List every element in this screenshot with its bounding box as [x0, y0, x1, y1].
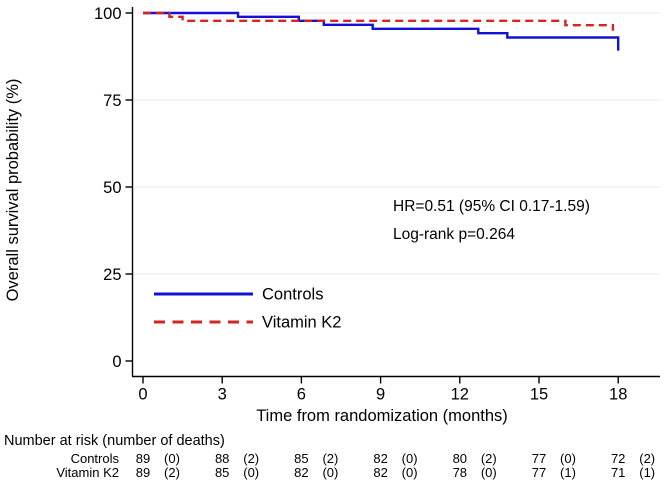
y-tick-label-50: 50	[103, 179, 121, 197]
deaths-0-1: (2)	[243, 451, 259, 466]
x-tick-label-15: 15	[530, 386, 548, 404]
curve-vitamin-k2	[143, 11, 615, 31]
hr-annotation: HR=0.51 (95% CI 0.17-1.59)	[393, 198, 590, 215]
at-risk-1-3: 82	[373, 465, 387, 480]
deaths-1-6: (1)	[639, 465, 655, 480]
at-risk-0-6: 72	[611, 451, 625, 466]
logrank-annotation: Log-rank p=0.264	[393, 226, 515, 243]
deaths-1-1: (0)	[243, 465, 259, 480]
deaths-1-5: (1)	[560, 465, 576, 480]
y-axis-label: Overall survival probability (%)	[4, 79, 22, 302]
at-risk-0-0: 89	[136, 451, 150, 466]
risk-table-header: Number at risk (number of deaths)	[4, 433, 225, 449]
y-axis-ticks: 0 25 50 75 100	[94, 5, 133, 371]
survival-curves	[143, 11, 620, 51]
stats-annotation: HR=0.51 (95% CI 0.17-1.59) Log-rank p=0.…	[393, 198, 590, 243]
risk-table: Number at risk (number of deaths) Contro…	[4, 433, 655, 480]
at-risk-1-5: 77	[532, 465, 546, 480]
x-axis-ticks: 0 3 6 9 12 15 18	[138, 376, 627, 404]
legend: Controls Vitamin K2	[154, 286, 342, 332]
x-tick-label-6: 6	[297, 386, 306, 404]
at-risk-1-2: 82	[294, 465, 308, 480]
at-risk-1-1: 85	[215, 465, 229, 480]
x-tick-label-3: 3	[218, 386, 227, 404]
x-axis-label: Time from randomization (months)	[256, 407, 508, 425]
deaths-0-0: (0)	[164, 451, 180, 466]
deaths-1-2: (0)	[322, 465, 338, 480]
deaths-1-3: (0)	[402, 465, 418, 480]
at-risk-0-3: 82	[373, 451, 387, 466]
y-tick-label-75: 75	[103, 92, 121, 110]
x-tick-label-9: 9	[376, 386, 385, 404]
risk-row-label-vitamin-k2: Vitamin K2	[56, 465, 119, 480]
at-risk-0-1: 88	[215, 451, 229, 466]
deaths-1-4: (0)	[481, 465, 497, 480]
risk-row-label-controls: Controls	[71, 451, 120, 466]
deaths-0-3: (0)	[402, 451, 418, 466]
at-risk-1-6: 71	[611, 465, 625, 480]
at-risk-0-2: 85	[294, 451, 308, 466]
curve-controls	[143, 11, 620, 51]
legend-label-vitamin-k2: Vitamin K2	[262, 314, 342, 332]
y-tick-label-0: 0	[112, 353, 121, 371]
legend-label-controls: Controls	[262, 286, 323, 304]
x-tick-label-0: 0	[138, 386, 147, 404]
at-risk-0-5: 77	[532, 451, 546, 466]
deaths-1-0: (2)	[164, 465, 180, 480]
deaths-0-4: (2)	[481, 451, 497, 466]
at-risk-1-0: 89	[136, 465, 150, 480]
y-tick-label-100: 100	[94, 5, 122, 23]
at-risk-1-4: 78	[453, 465, 467, 480]
x-tick-label-12: 12	[451, 386, 469, 404]
y-tick-label-25: 25	[103, 266, 121, 284]
deaths-0-2: (2)	[322, 451, 338, 466]
deaths-0-6: (2)	[639, 451, 655, 466]
axes	[131, 7, 660, 378]
deaths-0-5: (0)	[560, 451, 576, 466]
risk-table-values: 89 (0) 88 (2) 85 (2) 82 (0) 80 (2) 77 (0) 72 (2) 89 (2)…	[136, 451, 655, 480]
x-tick-label-18: 18	[609, 386, 627, 404]
at-risk-0-4: 80	[453, 451, 467, 466]
